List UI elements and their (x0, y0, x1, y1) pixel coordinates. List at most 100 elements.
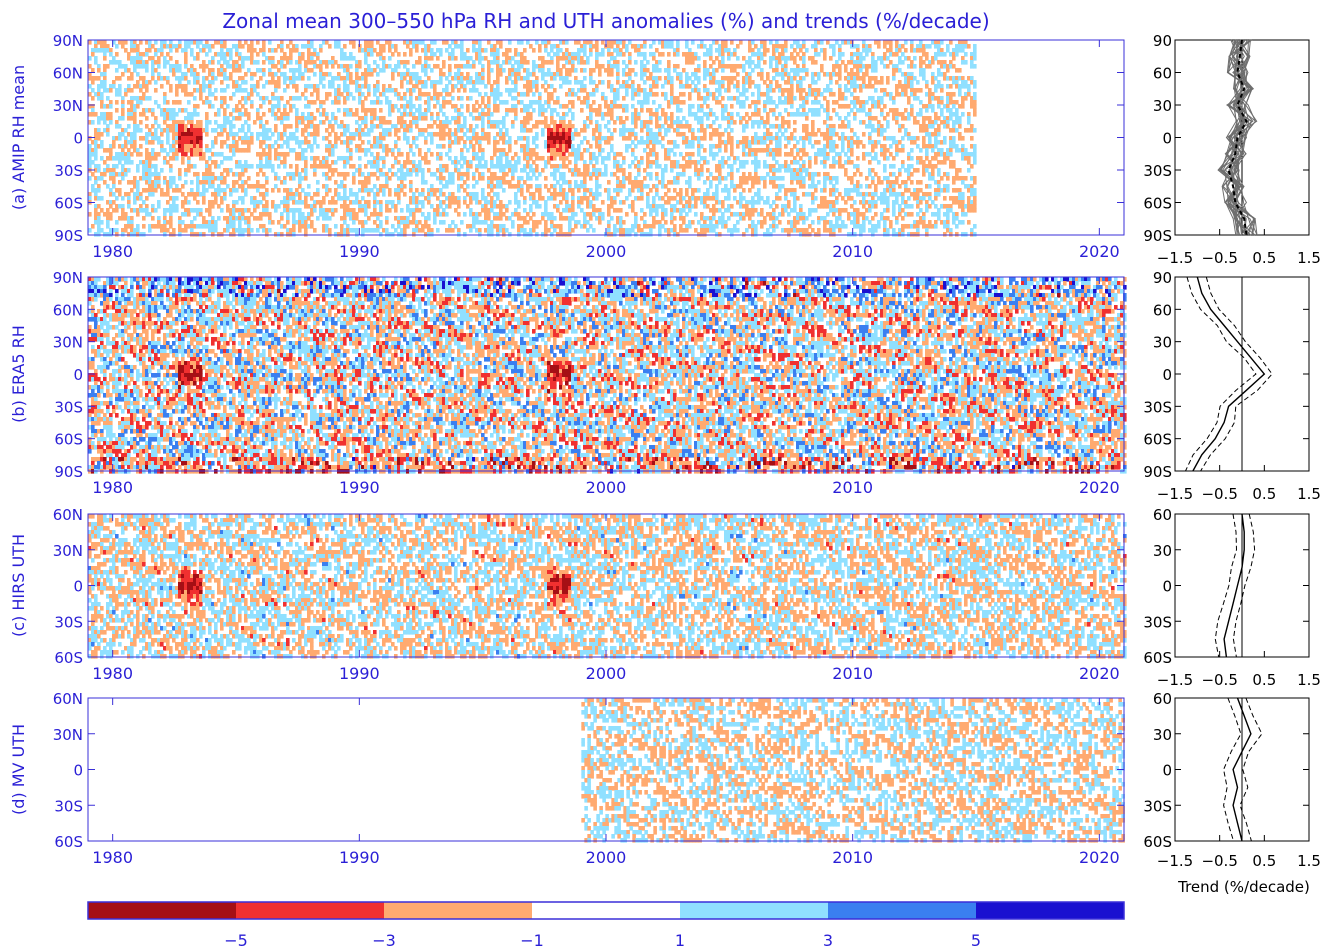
anomaly-cell (493, 136, 497, 141)
anomaly-cell (676, 48, 680, 53)
anomaly-cell (526, 140, 530, 145)
anomaly-cell (298, 60, 302, 65)
anomaly-cell (121, 104, 125, 109)
anomaly-cell (100, 140, 104, 145)
anomaly-cell (931, 148, 935, 153)
anomaly-cell (139, 100, 143, 105)
anomaly-cell (295, 112, 299, 117)
anomaly-cell (424, 152, 428, 157)
anomaly-cell (190, 116, 194, 121)
anomaly-cell (565, 156, 569, 161)
anomaly-cell (871, 52, 875, 57)
anomaly-cell (613, 100, 617, 105)
anomaly-cell (109, 152, 113, 157)
anomaly-cell (211, 80, 215, 85)
anomaly-cell (745, 112, 749, 117)
anomaly-cell (637, 92, 641, 97)
anomaly-cell (916, 120, 920, 125)
anomaly-cell (499, 72, 503, 77)
anomaly-cell (145, 124, 149, 129)
anomaly-cell (343, 52, 347, 57)
anomaly-cell (391, 164, 395, 169)
anomaly-cell (655, 160, 659, 165)
anomaly-cell (244, 40, 248, 45)
anomaly-cell (886, 112, 890, 117)
anomaly-cell (958, 120, 962, 125)
anomaly-cell (829, 116, 833, 121)
anomaly-cell (679, 120, 683, 125)
anomaly-cell (130, 88, 134, 93)
anomaly-cell (115, 52, 119, 57)
anomaly-cell (94, 60, 98, 65)
anomaly-cell (616, 60, 620, 65)
anomaly-cell (907, 116, 911, 121)
anomaly-cell (622, 124, 626, 129)
anomaly-cell (124, 48, 128, 53)
anomaly-cell (676, 64, 680, 69)
anomaly-cell (535, 168, 539, 173)
anomaly-cell (850, 148, 854, 153)
anomaly-cell (658, 68, 662, 73)
anomaly-cell (709, 148, 713, 153)
anomaly-cell (682, 156, 686, 161)
anomaly-cell (679, 76, 683, 81)
anomaly-cell (208, 164, 212, 169)
anomaly-cell (202, 152, 206, 157)
anomaly-cell (94, 44, 98, 49)
anomaly-cell (91, 96, 95, 101)
anomaly-cell (175, 88, 179, 93)
anomaly-cell (190, 48, 194, 53)
anomaly-cell (409, 100, 413, 105)
anomaly-cell (742, 68, 746, 73)
anomaly-cell (736, 44, 740, 49)
anomaly-cell (886, 124, 890, 129)
anomaly-cell (445, 164, 449, 169)
anomaly-cell (634, 120, 638, 125)
anomaly-cell (802, 88, 806, 93)
anomaly-cell (532, 160, 536, 165)
anomaly-cell (526, 160, 530, 165)
anomaly-cell (616, 72, 620, 77)
anomaly-cell (571, 112, 575, 117)
anomaly-cell (868, 160, 872, 165)
anomaly-cell (394, 144, 398, 149)
anomaly-cell (748, 56, 752, 61)
anomaly-cell (577, 132, 581, 137)
anomaly-cell (100, 92, 104, 97)
anomaly-cell (721, 60, 725, 65)
anomaly-cell (421, 132, 425, 137)
anomaly-cell (547, 104, 551, 109)
anomaly-cell (286, 84, 290, 89)
anomaly-cell (115, 68, 119, 73)
anomaly-cell (511, 64, 515, 69)
anomaly-cell (643, 148, 647, 153)
anomaly-cell (235, 140, 239, 145)
anomaly-cell (583, 88, 587, 93)
anomaly-cell (520, 100, 524, 105)
anomaly-cell (793, 128, 797, 133)
anomaly-cell (472, 148, 476, 153)
anomaly-cell (715, 68, 719, 73)
anomaly-cell (274, 48, 278, 53)
anomaly-cell (418, 96, 422, 101)
anomaly-cell (445, 76, 449, 81)
anomaly-cell (895, 120, 899, 125)
anomaly-cell (628, 144, 632, 149)
anomaly-cell (874, 60, 878, 65)
anomaly-cell (841, 148, 845, 153)
anomaly-cell (895, 152, 899, 157)
anomaly-cell (283, 80, 287, 85)
anomaly-cell (133, 140, 137, 145)
anomaly-cell (316, 144, 320, 149)
anomaly-cell (334, 120, 338, 125)
anomaly-cell (766, 112, 770, 117)
anomaly-cell (778, 168, 782, 173)
anomaly-cell (232, 136, 236, 141)
anomaly-cell (832, 164, 836, 169)
anomaly-cell (532, 60, 536, 65)
anomaly-cell (298, 68, 302, 73)
anomaly-cell (844, 168, 848, 173)
anomaly-cell (679, 152, 683, 157)
anomaly-cell (691, 132, 695, 137)
anomaly-cell (583, 120, 587, 125)
